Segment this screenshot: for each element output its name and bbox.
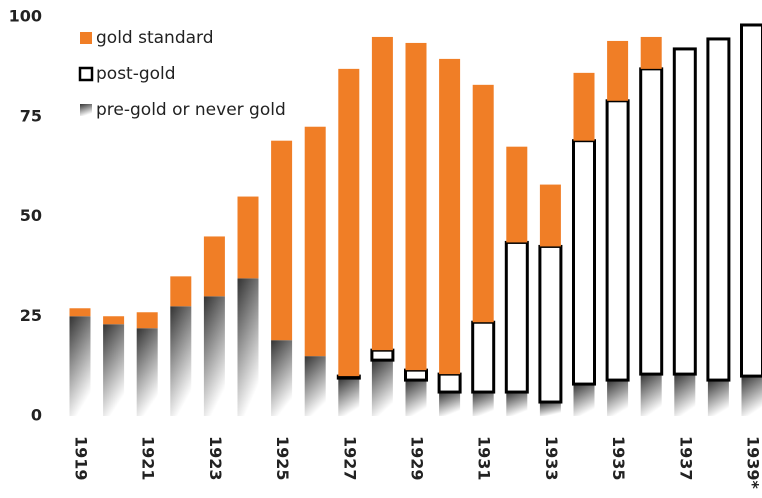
bar-segment — [672, 47, 697, 376]
x-tick-label: 1927 — [340, 436, 359, 481]
bar-segment — [437, 372, 462, 394]
bar-segment — [271, 140, 293, 341]
bar-segment — [607, 40, 629, 101]
bar-segment — [605, 99, 630, 382]
bar-segment — [640, 374, 662, 416]
bar-segment — [607, 380, 629, 416]
x-tick-label: 1939* — [744, 436, 762, 490]
bar-segment — [439, 58, 461, 375]
bar-segment — [573, 384, 595, 416]
bar-segment — [336, 374, 361, 380]
legend-label: gold standard — [96, 28, 214, 48]
bar-segment — [741, 376, 762, 416]
x-tick-label: 1929 — [408, 436, 427, 481]
y-tick-label: 50 — [20, 206, 42, 225]
bar-segment — [405, 42, 427, 371]
legend-label: pre-gold or never gold — [96, 100, 286, 120]
bar-segment — [271, 340, 293, 416]
bar-segment — [572, 139, 596, 386]
bar-segment — [506, 392, 528, 416]
bar-segment — [203, 236, 225, 297]
x-tick-label: 1935 — [609, 436, 628, 481]
bar-segment — [338, 68, 360, 377]
legend-swatch — [80, 32, 92, 44]
bar-segment — [136, 312, 158, 329]
bar-segment — [304, 356, 326, 416]
bar-segment — [573, 72, 595, 141]
bar-segment — [539, 184, 561, 247]
bar-segment — [136, 328, 158, 416]
x-tick-label: 1931 — [475, 436, 494, 481]
bar-segment — [472, 392, 494, 416]
bar-segment — [404, 368, 428, 382]
bar-segment — [338, 378, 360, 416]
bar-segment — [472, 84, 494, 323]
y-tick-label: 100 — [9, 7, 42, 26]
bar-segment — [371, 36, 393, 351]
legend-swatch — [80, 104, 92, 116]
bar-segment — [103, 324, 125, 416]
bar-segment — [371, 360, 393, 416]
bar-segment — [439, 392, 461, 416]
bar-segment — [170, 306, 192, 416]
bar-segment — [640, 36, 662, 69]
bar-segment — [674, 374, 696, 416]
x-tick-label: 1937 — [676, 436, 695, 481]
bar-segment — [504, 240, 529, 394]
bar-segment — [237, 196, 259, 279]
x-tick-label: 1919 — [72, 436, 91, 481]
y-tick-label: 0 — [31, 406, 42, 425]
x-tick-label: 1933 — [542, 436, 561, 481]
bar-segment — [170, 276, 192, 307]
bar-segment — [69, 316, 91, 416]
bar-segment — [405, 380, 427, 416]
bar-segment — [639, 67, 664, 376]
bar-segment — [740, 23, 762, 378]
bar-segment — [103, 316, 125, 325]
x-tick-label: 1923 — [206, 436, 225, 481]
bar-segment — [370, 348, 395, 362]
x-tick-label: 1925 — [273, 436, 292, 481]
bar-segment — [203, 296, 225, 416]
x-tick-label: 1921 — [139, 436, 158, 481]
legend-swatch — [78, 66, 94, 82]
bar-segment — [69, 308, 91, 317]
bar-segment — [506, 146, 528, 243]
y-tick-label: 75 — [20, 106, 42, 125]
bar-segment — [471, 320, 496, 394]
bar-segment — [304, 126, 326, 357]
bar-segment — [538, 244, 563, 404]
bar-segment — [237, 278, 259, 416]
legend-label: post-gold — [96, 64, 176, 84]
y-tick-label: 25 — [20, 306, 42, 325]
bar-segment — [539, 402, 561, 416]
bar-segment — [706, 37, 731, 382]
bar-segment — [707, 380, 729, 416]
